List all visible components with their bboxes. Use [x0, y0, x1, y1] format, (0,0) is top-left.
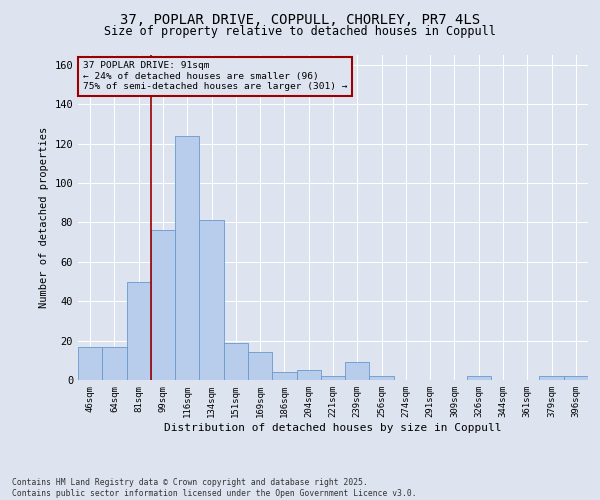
Text: Size of property relative to detached houses in Coppull: Size of property relative to detached ho… — [104, 25, 496, 38]
X-axis label: Distribution of detached houses by size in Coppull: Distribution of detached houses by size … — [164, 422, 502, 432]
Bar — [102, 346, 127, 380]
Bar — [199, 220, 224, 380]
Bar — [78, 346, 102, 380]
Text: 37 POPLAR DRIVE: 91sqm
← 24% of detached houses are smaller (96)
75% of semi-det: 37 POPLAR DRIVE: 91sqm ← 24% of detached… — [83, 62, 347, 92]
Bar — [175, 136, 199, 380]
Y-axis label: Number of detached properties: Number of detached properties — [39, 127, 49, 308]
Bar — [321, 376, 345, 380]
Bar — [370, 376, 394, 380]
Text: Contains HM Land Registry data © Crown copyright and database right 2025.
Contai: Contains HM Land Registry data © Crown c… — [12, 478, 416, 498]
Bar — [272, 372, 296, 380]
Bar — [151, 230, 175, 380]
Bar — [127, 282, 151, 380]
Bar — [467, 376, 491, 380]
Bar — [224, 342, 248, 380]
Bar — [248, 352, 272, 380]
Bar — [296, 370, 321, 380]
Bar — [564, 376, 588, 380]
Bar — [345, 362, 370, 380]
Bar — [539, 376, 564, 380]
Text: 37, POPLAR DRIVE, COPPULL, CHORLEY, PR7 4LS: 37, POPLAR DRIVE, COPPULL, CHORLEY, PR7 … — [120, 12, 480, 26]
